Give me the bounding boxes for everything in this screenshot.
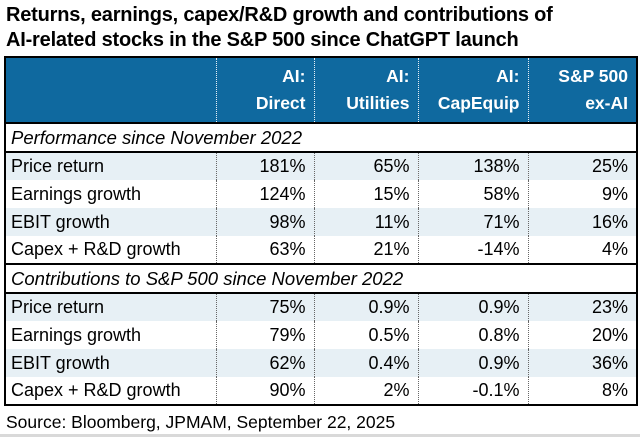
- cell-value: 0.9%: [314, 293, 419, 321]
- row-label: EBIT growth: [5, 208, 217, 236]
- cell-value: 75%: [216, 293, 315, 321]
- cell-value: 62%: [216, 349, 315, 377]
- cell-value: 25%: [591, 156, 628, 176]
- cell-value: 0.4%: [314, 349, 419, 377]
- cell-value: 11%: [314, 208, 419, 236]
- cell-value: 79%: [216, 321, 315, 349]
- table-row: Price return 75% 0.9% 0.9% 23%: [5, 293, 637, 321]
- cell-value: -14%: [418, 236, 529, 264]
- row-label: EBIT growth: [5, 349, 217, 377]
- cell-value: 138%: [418, 152, 529, 180]
- cell-value: -0.1%: [418, 377, 529, 405]
- row-label: Capex + R&D growth: [5, 236, 217, 264]
- cell-value: 4%: [601, 239, 628, 259]
- section-header-row: Contributions to S&P 500 since November …: [5, 263, 637, 294]
- row-label: Capex + R&D growth: [5, 377, 217, 405]
- cell-value: 181%: [216, 152, 315, 180]
- table-row: Price return 181% 65% 138% 25%: [5, 152, 637, 180]
- table-row: EBIT growth 62% 0.4% 0.9% 36%: [5, 349, 637, 377]
- row-label: Price return: [5, 293, 217, 321]
- cell-value: 16%: [591, 211, 628, 232]
- cell-value: 9%: [601, 183, 628, 204]
- cell-value: 20%: [591, 324, 628, 345]
- table-row: Capex + R&D growth 90% 2% -0.1% 8%: [5, 377, 637, 405]
- section-header-row: Performance since November 2022: [5, 122, 637, 153]
- cell-value: 71%: [418, 208, 529, 236]
- chart-title: Returns, earnings, capex/R&D growth and …: [0, 0, 640, 53]
- column-header-ai-direct: AI: Direct: [216, 57, 315, 123]
- cell-value: 0.9%: [418, 293, 529, 321]
- column-header-ai-utilities: AI: Utilities: [314, 57, 419, 123]
- table-row: Earnings growth 79% 0.5% 0.8% 20%: [5, 321, 637, 349]
- cell-value: 15%: [314, 180, 419, 208]
- header-row: AI: Direct AI: Utilities AI: CapEquip S&…: [5, 57, 637, 123]
- cell-value: 23%: [591, 297, 628, 317]
- table-row: Capex + R&D growth 63% 21% -14% 4%: [5, 236, 637, 264]
- cell-value: 58%: [418, 180, 529, 208]
- bottom-edge-divider: [0, 434, 640, 437]
- chart-title-line1: Returns, earnings, capex/R&D growth and …: [6, 4, 553, 26]
- column-header-ai-capequip: AI: CapEquip: [418, 57, 529, 123]
- table-row: EBIT growth 98% 11% 71% 16%: [5, 208, 637, 236]
- cell-value: 0.9%: [418, 349, 529, 377]
- cell-value: 8%: [601, 380, 628, 400]
- cell-value: 63%: [216, 236, 315, 264]
- cell-value: 2%: [314, 377, 419, 405]
- section-header-performance: Performance since November 2022: [5, 122, 637, 153]
- row-label: Price return: [5, 152, 217, 180]
- column-header-empty: [5, 57, 217, 123]
- cell-value: 124%: [216, 180, 315, 208]
- row-label: Earnings growth: [5, 180, 217, 208]
- cell-value: 0.8%: [418, 321, 529, 349]
- cell-value: 65%: [314, 152, 419, 180]
- cell-value: 98%: [216, 208, 315, 236]
- data-table: AI: Direct AI: Utilities AI: CapEquip S&…: [4, 56, 638, 406]
- section-header-contributions: Contributions to S&P 500 since November …: [5, 263, 637, 294]
- column-header-sp500-exai: S&P 500 ex-AI: [528, 57, 637, 123]
- source-note: Source: Bloomberg, JPMAM, September 22, …: [6, 412, 396, 432]
- cell-value: 0.5%: [314, 321, 419, 349]
- cell-value: 21%: [314, 236, 419, 264]
- row-label: Earnings growth: [5, 321, 217, 349]
- cell-value: 36%: [591, 352, 628, 373]
- table-row: Earnings growth 124% 15% 58% 9%: [5, 180, 637, 208]
- cell-value: 90%: [216, 377, 315, 405]
- chart-title-line2: AI-related stocks in the S&P 500 since C…: [6, 29, 519, 51]
